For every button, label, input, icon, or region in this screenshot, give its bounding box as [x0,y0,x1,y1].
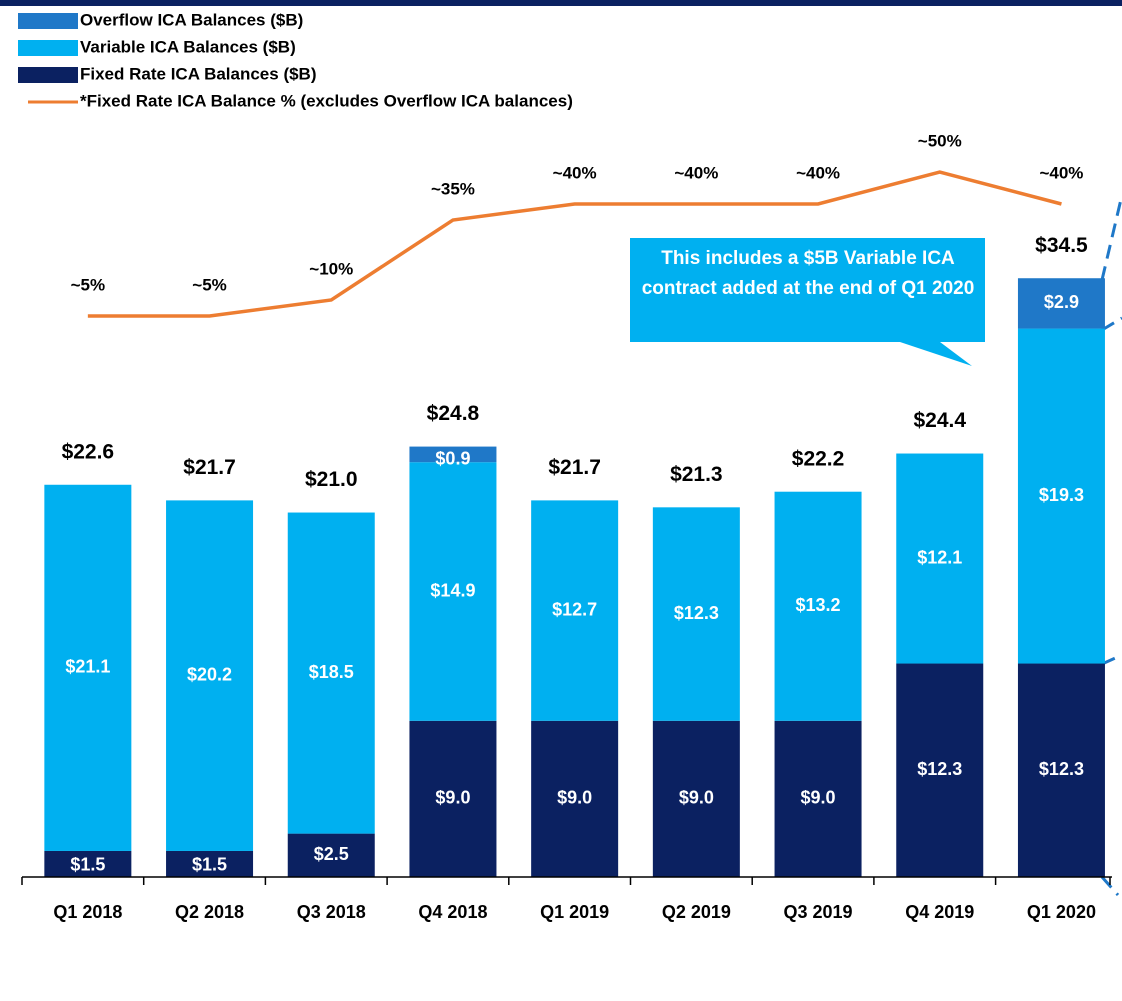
legend-swatch [18,67,78,83]
line-label: ~10% [309,259,353,278]
data-label: $9.0 [557,788,592,808]
x-tick-label: Q1 2020 [1027,902,1096,922]
data-label: $1.5 [192,855,227,875]
data-label: $2.5 [314,844,349,864]
bar-segment [1017,328,1105,664]
bar-segment [896,453,984,664]
callout-box [630,238,985,366]
x-tick-label: Q3 2018 [297,902,366,922]
legend-label: Overflow ICA Balances ($B) [80,10,303,29]
data-label: $13.2 [796,595,841,615]
line-label: ~40% [1039,163,1083,182]
bar-segment [44,850,132,877]
annotation: This includes a $5B Variable ICA contrac… [641,248,975,299]
line-label: ~5% [71,275,106,294]
data-label: $18.5 [309,662,354,682]
bar-segment [652,507,740,721]
bar-segment [166,850,254,877]
total-label: $24.4 [913,409,966,432]
data-label: $19.3 [1039,485,1084,505]
bar-segment [287,512,375,834]
bar-segment [1017,278,1105,329]
total-label: $34.5 [1035,234,1088,257]
bar-segment [166,500,254,851]
line-label: ~40% [553,163,597,182]
data-label: $12.3 [917,759,962,779]
total-label: $24.8 [427,402,480,425]
line-label: ~5% [192,275,227,294]
data-label: $20.2 [187,664,232,684]
bar-segment [44,484,132,851]
x-tick-label: Q2 2019 [662,902,731,922]
x-tick-label: Q3 2019 [784,902,853,922]
data-label: $9.0 [801,788,836,808]
bar-segment [531,720,619,877]
legend-swatch [18,13,78,29]
line-label: ~40% [796,163,840,182]
data-label: $12.7 [552,599,597,619]
x-tick-label: Q4 2018 [418,902,487,922]
total-label: $22.6 [62,440,115,463]
data-label: $9.0 [679,788,714,808]
total-label: $21.7 [548,456,601,479]
top-rule [0,0,1122,6]
line-label: ~50% [918,131,962,150]
bar-segment [409,446,497,463]
x-tick-label: Q1 2018 [53,902,122,922]
x-tick-label: Q1 2019 [540,902,609,922]
bar-segment [409,720,497,877]
data-label: $0.9 [435,448,470,468]
data-label: $14.9 [430,580,475,600]
line [87,170,1062,318]
legend-label: Fixed Rate ICA Balances ($B) [80,64,317,83]
data-label: $12.1 [917,547,962,567]
data-label: $2.9 [1044,292,1079,312]
bar-segment [652,720,740,877]
bar-segment [531,500,619,721]
decoration [1100,194,1122,896]
line-label: ~40% [674,163,718,182]
legend-label: Variable ICA Balances ($B) [80,37,296,56]
total-label: $22.2 [792,447,845,470]
legend-label: *Fixed Rate ICA Balance % (excludes Over… [80,91,573,110]
data-label: $1.5 [70,855,105,875]
data-label: $12.3 [674,603,719,623]
total-label: $21.3 [670,463,723,486]
total-label: $21.7 [183,456,236,479]
bar-segment [287,833,375,877]
bar-segment [774,720,862,877]
legend-swatch [18,40,78,56]
data-label: $21.1 [65,657,110,677]
bar-segment [1017,663,1105,877]
bar-segment [774,491,862,721]
bar-segment [409,462,497,721]
total-label: $21.0 [305,468,358,491]
data-label: $12.3 [1039,759,1084,779]
x-tick-label: Q4 2019 [905,902,974,922]
x-tick-label: Q2 2018 [175,902,244,922]
data-label: $9.0 [435,788,470,808]
bar-segment [896,663,984,877]
line-label: ~35% [431,179,475,198]
